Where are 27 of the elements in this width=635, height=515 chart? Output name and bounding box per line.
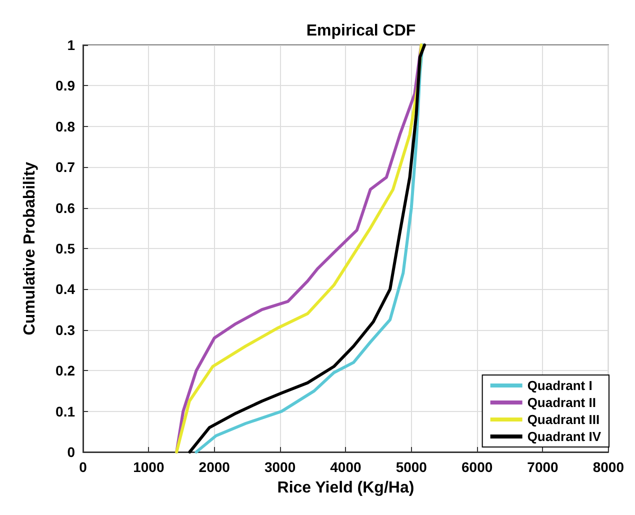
y-tick-label: 0.7 (56, 159, 76, 176)
y-tick-label: 0.1 (56, 403, 76, 420)
legend-label: Quadrant IV (527, 429, 602, 444)
legend-label: Quadrant I (527, 378, 592, 393)
x-tick-label: 1000 (133, 459, 164, 475)
chart-title: Empirical CDF (306, 22, 416, 40)
x-tick-label: 6000 (461, 459, 493, 475)
x-axis-title: Rice Yield (Kg/Ha) (277, 480, 414, 496)
y-tick-label: 0 (67, 444, 76, 460)
legend-label: Quadrant III (527, 412, 600, 427)
legend-label: Quadrant II (527, 395, 596, 410)
y-tick-label: 0.2 (56, 362, 76, 379)
y-tick-label: 0.4 (56, 281, 76, 298)
x-tick-label: 3000 (264, 459, 296, 475)
y-tick-label: 1 (67, 37, 76, 53)
y-tick-label: 0.8 (56, 118, 76, 134)
x-tick-label: 5000 (396, 459, 428, 475)
x-tick-label: 0 (79, 459, 88, 475)
y-tick-label: 0.3 (56, 322, 76, 338)
y-tick-label: 0.5 (56, 240, 76, 256)
y-tick-label: 0.9 (56, 78, 76, 94)
x-tick-label: 8000 (592, 459, 624, 475)
x-tick-label: 7000 (527, 459, 559, 475)
x-tick-label: 2000 (198, 459, 230, 475)
x-tick-label: 4000 (330, 459, 362, 475)
y-tick-label: 0.6 (56, 200, 76, 216)
y-axis-title: Cumulative Probability (22, 162, 38, 336)
